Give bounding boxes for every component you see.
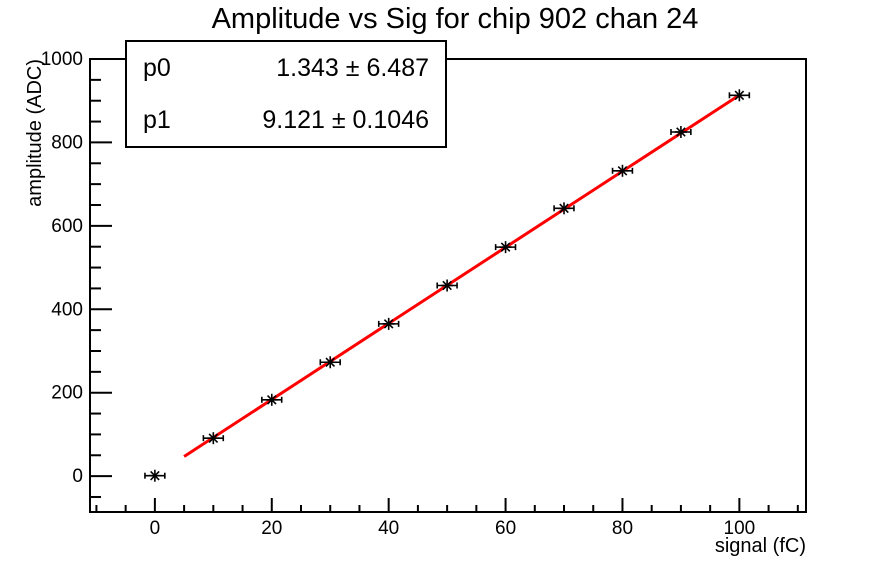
x-tick-label: 0 — [150, 518, 161, 539]
data-point-marker — [676, 127, 686, 137]
data-point — [377, 317, 400, 330]
data-point — [261, 393, 283, 406]
x-tick-label: 60 — [495, 518, 516, 539]
param-name-p1: p1 — [143, 105, 171, 134]
y-tick-label: 200 — [51, 383, 83, 404]
data-point — [728, 89, 751, 102]
y-tick-label: 800 — [51, 132, 83, 153]
data-point — [611, 164, 634, 177]
chart-title: Amplitude vs Sig for chip 902 chan 24 — [211, 3, 699, 35]
data-point-marker — [617, 165, 628, 176]
data-point — [202, 432, 225, 445]
param-name-p0: p0 — [143, 53, 171, 82]
data-point — [319, 356, 341, 369]
param-value-p0: 1.343 ± 6.487 — [276, 53, 429, 82]
stats-row-p1: p1 9.121 ± 0.1046 — [127, 94, 445, 146]
y-axis-title: amplitude (ADC) — [24, 59, 46, 207]
stats-row-p0: p0 1.343 ± 6.487 — [127, 42, 445, 94]
data-point-marker — [383, 319, 394, 329]
data-point — [436, 279, 458, 292]
fit-line — [183, 93, 741, 458]
data-point — [553, 202, 575, 215]
x-tick-label: 80 — [612, 518, 633, 539]
x-tick-label: 100 — [724, 518, 756, 539]
data-point — [670, 125, 692, 138]
y-tick-label: 0 — [72, 466, 83, 487]
data-point-marker — [442, 280, 452, 291]
stats-box: p0 1.343 ± 6.487 p1 9.121 ± 0.1046 — [125, 40, 447, 148]
x-tick-label: 20 — [261, 518, 282, 539]
data-point — [144, 469, 166, 482]
data-points — [144, 89, 751, 482]
data-point — [494, 241, 517, 254]
y-tick-label: 1000 — [41, 49, 83, 70]
y-tick-label: 400 — [51, 299, 83, 320]
data-point-marker — [266, 394, 277, 405]
data-point-marker — [150, 470, 160, 481]
data-point-marker — [734, 90, 745, 101]
data-point-marker — [325, 357, 336, 368]
data-point-marker — [208, 433, 219, 443]
x-axis-title: signal (fC) — [714, 535, 806, 557]
param-value-p1: 9.121 ± 0.1046 — [262, 105, 429, 134]
data-point-marker — [500, 242, 511, 252]
y-tick-label: 600 — [51, 216, 83, 237]
data-point-marker — [559, 203, 569, 214]
x-tick-label: 40 — [378, 518, 399, 539]
